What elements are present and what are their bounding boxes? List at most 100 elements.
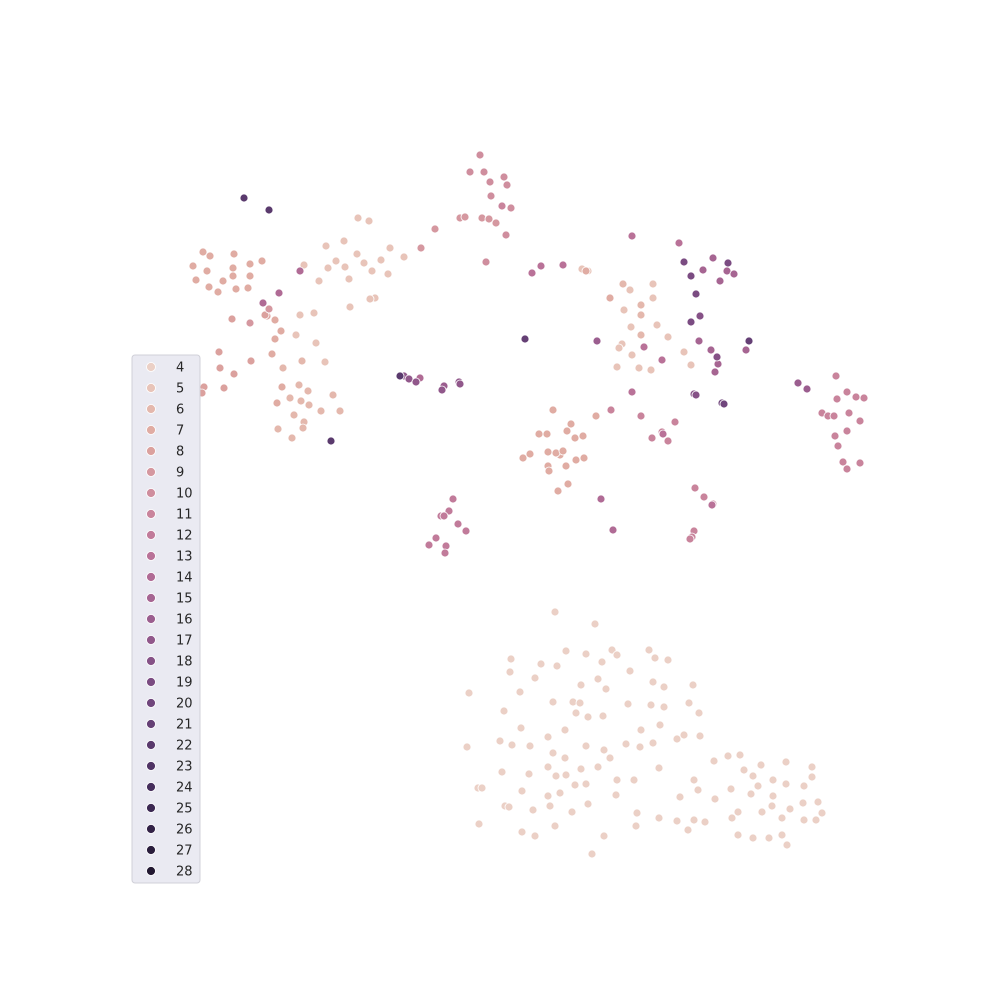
scatter-point [663, 655, 673, 665]
scatter-point [764, 833, 774, 843]
scatter-point [672, 734, 682, 744]
scatter-point [686, 360, 696, 370]
scatter-point [364, 216, 374, 226]
legend-entry: 26 [146, 823, 193, 838]
scatter-point [297, 356, 307, 366]
scatter-point [781, 757, 791, 767]
scatter-point [353, 213, 363, 223]
scatter-point [612, 362, 622, 372]
legend-entry: 7 [146, 424, 184, 439]
legend-entry: 10 [146, 487, 193, 502]
legend-label: 12 [176, 529, 193, 544]
scatter-point [618, 279, 628, 289]
scatter-point [802, 384, 812, 394]
scatter-point [590, 619, 600, 629]
scatter-point [267, 349, 277, 359]
scatter-point [202, 266, 212, 276]
scatter-point [561, 646, 571, 656]
scatter-point [299, 260, 309, 270]
scatter-point [484, 214, 494, 224]
scatter-point [596, 494, 606, 504]
scatter-point [735, 750, 745, 760]
scatter-point [218, 276, 228, 286]
legend-marker [146, 635, 156, 645]
scatter-point [345, 302, 355, 312]
scatter-point [768, 791, 778, 801]
scatter-point [652, 320, 662, 330]
scatter-point [551, 771, 561, 781]
scatter-point [295, 310, 305, 320]
scatter-point [744, 336, 754, 346]
scatter-point [309, 308, 319, 318]
scatter-point [606, 405, 616, 415]
scatter-point [746, 789, 756, 799]
scatter-point [782, 840, 792, 850]
legend-marker [146, 530, 156, 540]
scatter-point [260, 310, 270, 320]
scatter-point [560, 725, 570, 735]
scatter-point [723, 258, 733, 268]
scatter-point [548, 748, 558, 758]
scatter-point [601, 684, 611, 694]
scatter-point [326, 436, 336, 446]
scatter-point [499, 706, 509, 716]
scatter-point [698, 265, 708, 275]
scatter-point [655, 720, 665, 730]
scatter-point [781, 779, 791, 789]
scatter-point [614, 343, 624, 353]
scatter-point [851, 392, 861, 402]
scatter-point [287, 433, 297, 443]
legend-entry: 24 [146, 781, 193, 796]
scatter-point [491, 218, 501, 228]
scatter-point [674, 238, 684, 248]
scatter-point [625, 666, 635, 676]
scatter-point [570, 780, 580, 790]
scatter-point [481, 257, 491, 267]
legend-entry: 13 [146, 550, 193, 565]
legend-marker [146, 698, 156, 708]
scatter-point [543, 447, 553, 457]
scatter-point [566, 419, 576, 429]
scatter-point [411, 377, 421, 387]
scatter-point [739, 765, 749, 775]
legend-entry: 9 [146, 466, 184, 481]
scatter-point [245, 271, 255, 281]
scatter-point [581, 779, 591, 789]
legend-frame [131, 354, 201, 884]
scatter-point [591, 411, 601, 421]
scatter-point [635, 742, 645, 752]
scatter-point [799, 781, 809, 791]
scatter-point [686, 317, 696, 327]
scatter-point [344, 274, 354, 284]
scatter-point [228, 271, 238, 281]
legend-marker [146, 551, 156, 561]
scatter-point [520, 334, 530, 344]
scatter-point [592, 336, 602, 346]
scatter-point [295, 266, 305, 276]
scatter-point [842, 426, 852, 436]
scatter-point [708, 253, 718, 263]
scatter-point [700, 817, 710, 827]
scatter-point [270, 334, 280, 344]
legend-entry: 28 [146, 865, 193, 880]
scatter-point [688, 680, 698, 690]
scatter-point [621, 739, 631, 749]
legend-marker [146, 446, 156, 456]
scatter-point [205, 251, 215, 261]
scatter-point [331, 256, 341, 266]
scatter-point [525, 741, 535, 751]
legend-label: 18 [176, 655, 193, 670]
scatter-point [264, 304, 274, 314]
scatter-point [191, 275, 201, 285]
scatter-point [352, 249, 362, 259]
scatter-point [359, 258, 369, 268]
scatter-point [842, 464, 852, 474]
scatter-point [304, 400, 314, 410]
scatter-point [505, 667, 515, 677]
legend-entry: 12 [146, 529, 193, 544]
scatter-point [367, 266, 377, 276]
scatter-point [793, 378, 803, 388]
scatter-point [636, 330, 646, 340]
legend-marker [146, 782, 156, 792]
scatter-point [527, 268, 537, 278]
